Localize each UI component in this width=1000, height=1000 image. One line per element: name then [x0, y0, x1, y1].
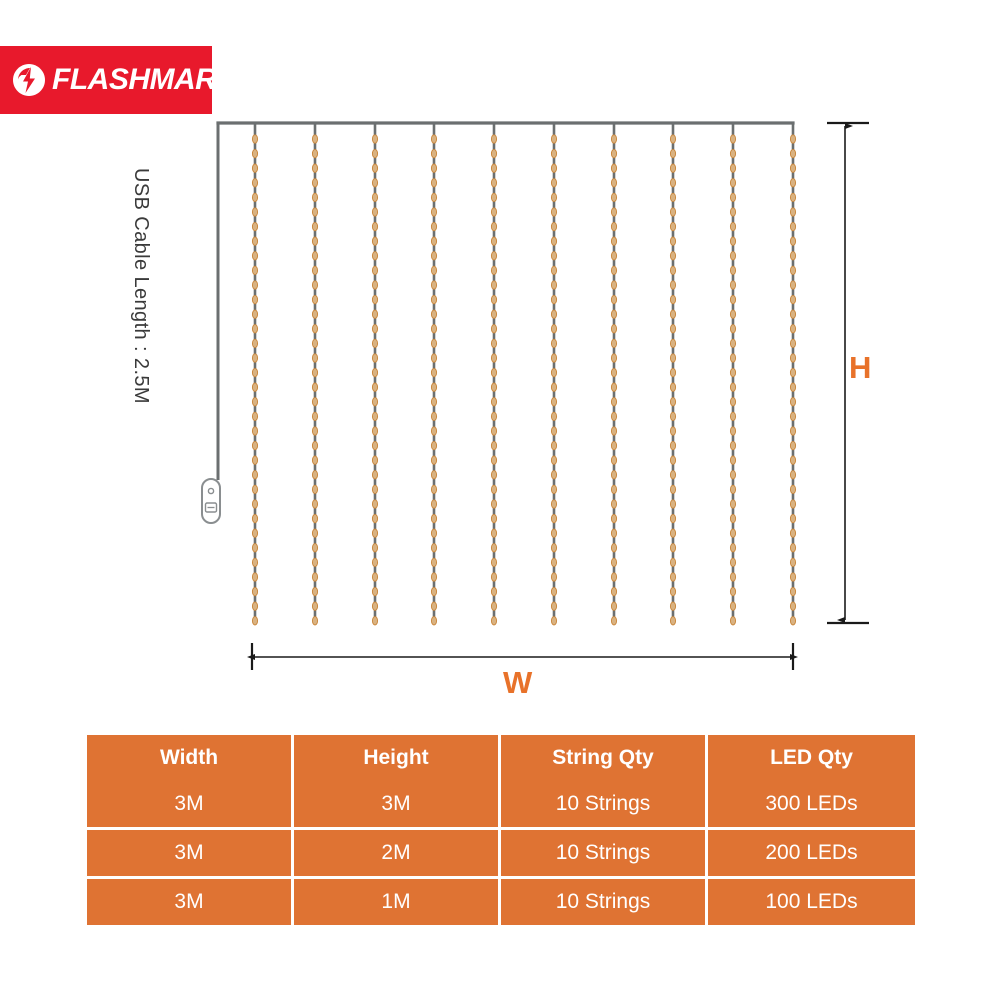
column-header-led-qty: LED Qty — [708, 735, 915, 781]
table-row: 3M 1M 10 Strings 100 LEDs — [87, 879, 915, 925]
lightning-bolt-icon — [12, 63, 46, 97]
width-dimension-label: W — [503, 665, 533, 700]
cell-string-qty: 10 Strings — [501, 879, 708, 925]
brand-logo: FLASHMART — [0, 46, 234, 114]
led-strings — [251, 123, 797, 626]
cell-string-qty: 10 Strings — [501, 830, 708, 879]
cell-led-qty: 100 LEDs — [708, 879, 915, 925]
usb-connector-icon — [201, 478, 221, 524]
cell-led-qty: 200 LEDs — [708, 830, 915, 879]
column-header-width: Width — [87, 735, 294, 781]
cell-width: 3M — [87, 879, 294, 925]
table-row: 3M 2M 10 Strings 200 LEDs — [87, 830, 915, 879]
specification-table: Width Height String Qty LED Qty 3M 3M 10… — [87, 735, 915, 925]
cell-height: 2M — [294, 830, 501, 879]
cell-height: 3M — [294, 781, 501, 830]
cell-width: 3M — [87, 830, 294, 879]
cell-string-qty: 10 Strings — [501, 781, 708, 830]
cell-height: 1M — [294, 879, 501, 925]
usb-cable-length-label: USB Cable Length : 2.5M — [130, 168, 152, 404]
column-header-height: Height — [294, 735, 501, 781]
cell-width: 3M — [87, 781, 294, 830]
column-header-string-qty: String Qty — [501, 735, 708, 781]
cell-led-qty: 300 LEDs — [708, 781, 915, 830]
height-dimension-label: H — [849, 350, 872, 385]
table-row: 3M 3M 10 Strings 300 LEDs — [87, 781, 915, 830]
table-header-row: Width Height String Qty LED Qty — [87, 735, 915, 781]
brand-wordmark: FLASHMART — [52, 63, 234, 96]
